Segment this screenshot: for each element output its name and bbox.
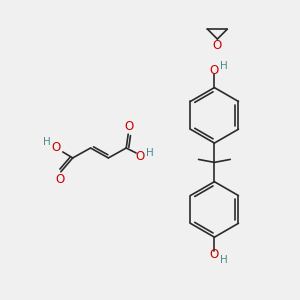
- Text: O: O: [213, 40, 222, 52]
- Text: H: H: [220, 255, 228, 265]
- Text: H: H: [43, 137, 51, 147]
- Text: H: H: [146, 148, 154, 158]
- Text: O: O: [51, 140, 61, 154]
- Text: O: O: [124, 120, 134, 133]
- Text: O: O: [136, 150, 145, 164]
- Text: O: O: [210, 248, 219, 260]
- Text: O: O: [55, 173, 64, 186]
- Text: O: O: [210, 64, 219, 77]
- Text: H: H: [220, 61, 228, 71]
